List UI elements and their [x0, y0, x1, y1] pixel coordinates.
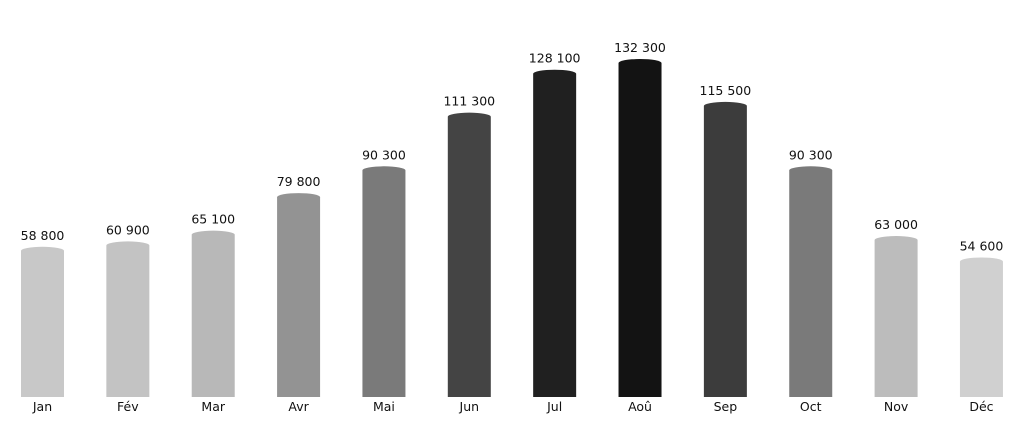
bar-Fév: [106, 241, 150, 397]
category-label: Mai: [373, 399, 395, 414]
value-label: 90 300: [362, 147, 406, 162]
category-label: Jul: [546, 399, 562, 414]
bar-Oct: [789, 166, 833, 397]
value-label: 79 800: [277, 174, 321, 189]
value-label: 58 800: [21, 228, 65, 243]
bar-Jan: [21, 246, 64, 397]
category-label: Jan: [32, 399, 52, 414]
category-label: Oct: [800, 399, 822, 414]
bar-Nov: [874, 236, 918, 397]
category-label: Nov: [884, 399, 909, 414]
value-labels-group: 58 800 60 900 65 100 79 800 90 300 111 300 128…: [21, 40, 1004, 254]
category-label: Fév: [117, 399, 139, 414]
bar-Mar: [191, 230, 235, 397]
bar-Sep: [703, 101, 747, 398]
bar-Jul: [533, 69, 577, 397]
category-labels-group: Jan Fév Mar Avr Mai Jun Jul Aoû Sep Oct Nov Déc: [32, 399, 994, 414]
bar-Déc: [959, 257, 1003, 397]
bars-group: [21, 59, 1003, 398]
category-label: Aoû: [628, 399, 652, 414]
bar-Aoû: [618, 59, 662, 397]
value-label: 132 300: [614, 40, 666, 55]
value-label: 54 600: [960, 239, 1004, 254]
value-label: 65 100: [191, 212, 235, 227]
bar-Avr: [277, 193, 321, 397]
value-label: 60 900: [106, 222, 150, 237]
value-label: 111 300: [443, 94, 495, 109]
value-label: 115 500: [700, 83, 752, 98]
value-label: 128 100: [529, 51, 581, 66]
value-label: 90 300: [789, 147, 833, 162]
category-label: Déc: [969, 399, 993, 414]
value-label: 63 000: [874, 217, 918, 232]
category-label: Avr: [288, 399, 309, 414]
bar-Mai: [362, 166, 406, 397]
category-label: Jun: [459, 399, 480, 414]
category-label: Sep: [714, 399, 738, 414]
category-label: Mar: [201, 399, 225, 414]
bar-Jun: [447, 112, 491, 398]
